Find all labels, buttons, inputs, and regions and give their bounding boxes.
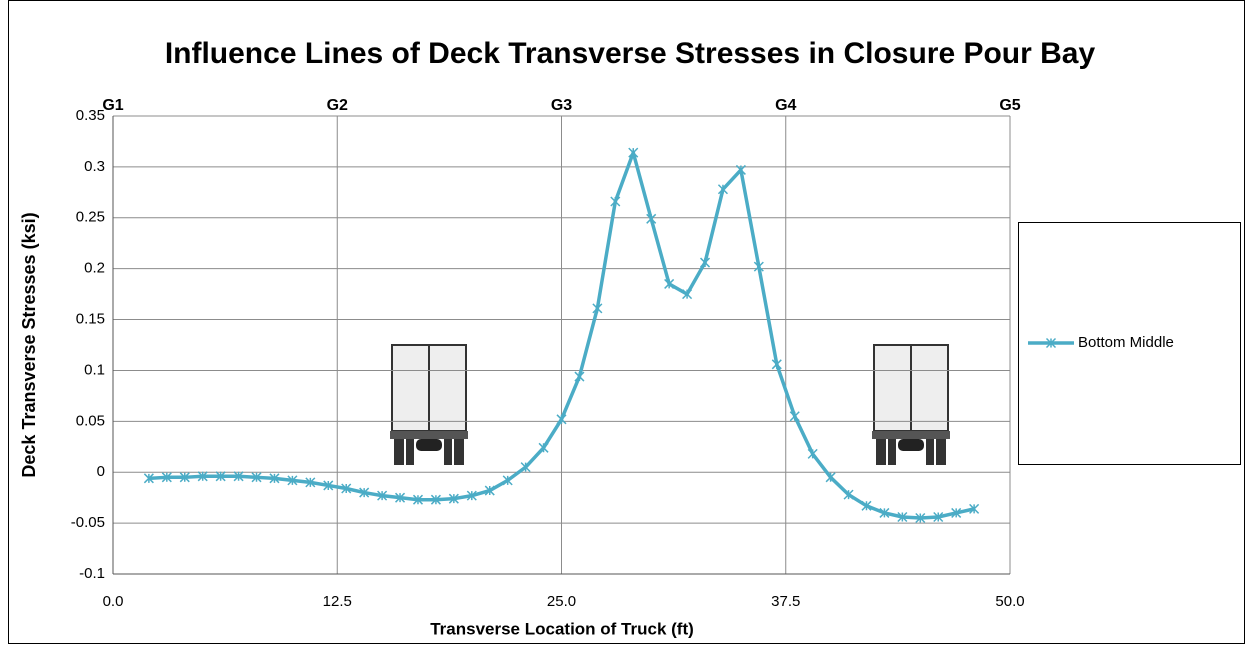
legend-label: Bottom Middle	[1078, 334, 1174, 351]
girder-label: G4	[775, 97, 796, 114]
x-tick-label: 25.0	[547, 593, 576, 610]
chart-title: Influence Lines of Deck Transverse Stres…	[165, 37, 1096, 70]
y-tick-label: 0.25	[76, 209, 105, 226]
x-tick-label: 12.5	[323, 593, 352, 610]
y-tick-label: -0.05	[71, 514, 105, 531]
girder-label: G1	[102, 97, 123, 114]
x-axis-label: Transverse Location of Truck (ft)	[430, 619, 694, 638]
truck-icon	[390, 345, 468, 465]
truck-icon	[872, 345, 950, 465]
x-tick-label: 37.5	[771, 593, 800, 610]
page: {"chart_data": {"type": "line", "title":…	[0, 0, 1253, 645]
y-tick-label: 0.35	[76, 107, 105, 124]
y-tick-label: 0.3	[84, 158, 105, 175]
y-tick-label: 0.1	[84, 361, 105, 378]
y-tick-label: 0	[97, 463, 105, 480]
y-tick-label: -0.1	[79, 565, 105, 582]
chart: Influence Lines of Deck Transverse Stres…	[0, 0, 1253, 645]
girder-label: G3	[551, 97, 572, 114]
girder-label: G5	[999, 97, 1020, 114]
girder-label: G2	[327, 97, 348, 114]
x-tick-label: 50.0	[995, 593, 1024, 610]
x-tick-label: 0.0	[103, 593, 124, 610]
y-tick-label: 0.2	[84, 260, 105, 277]
y-tick-label: 0.05	[76, 412, 105, 429]
y-tick-label: 0.15	[76, 311, 105, 328]
y-axis-label: Deck Transverse Stresses (ksi)	[19, 212, 39, 477]
